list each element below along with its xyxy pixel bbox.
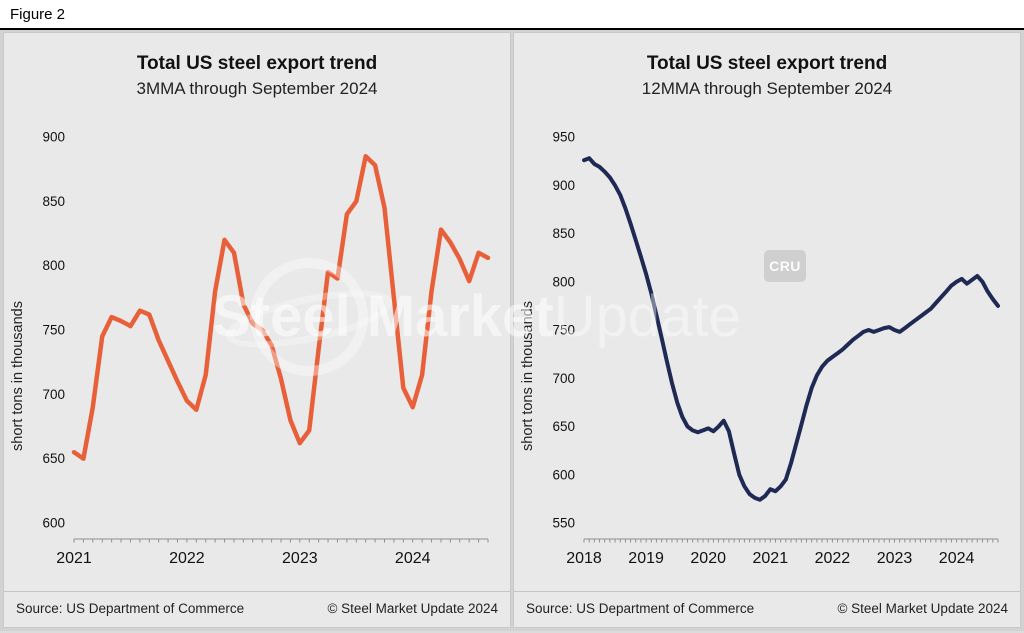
svg-text:750: 750 bbox=[42, 323, 65, 338]
panel-footer-12mma: Source: US Department of Commerce © Stee… bbox=[514, 591, 1020, 627]
svg-text:600: 600 bbox=[552, 467, 575, 482]
svg-text:2022: 2022 bbox=[169, 550, 205, 567]
chart-area-12mma: short tons in thousands 2018 2019 2020 2021… bbox=[514, 101, 1020, 591]
panel-12mma: Total US steel export trend 12MMA throug… bbox=[513, 32, 1021, 628]
svg-text:2020: 2020 bbox=[690, 550, 726, 567]
panel-3mma: Total US steel export trend 3MMA through… bbox=[3, 32, 511, 628]
chart-title-12mma: Total US steel export trend bbox=[646, 53, 888, 74]
line-chart-12mma: 2018 2019 2020 2021 2022 2023 2024 550 600 650 700… bbox=[552, 130, 1000, 567]
svg-text:600: 600 bbox=[42, 516, 65, 531]
line-chart-3mma: 2021 2022 2023 2024 600 650 700 750 800 850 900 bbox=[42, 130, 491, 567]
source-text: Source: US Department of Commerce bbox=[526, 601, 755, 616]
svg-text:2022: 2022 bbox=[815, 550, 851, 567]
copyright-text: © Steel Market Update 2024 bbox=[837, 601, 1008, 616]
svg-text:700: 700 bbox=[42, 387, 65, 402]
svg-text:2021: 2021 bbox=[753, 550, 789, 567]
svg-text:950: 950 bbox=[552, 130, 575, 145]
svg-text:550: 550 bbox=[552, 516, 575, 531]
svg-text:900: 900 bbox=[552, 178, 575, 193]
svg-text:2023: 2023 bbox=[877, 550, 913, 567]
y-axis-label-12mma: short tons in thousands bbox=[520, 301, 536, 451]
panel-footer-3mma: Source: US Department of Commerce © Stee… bbox=[4, 591, 510, 627]
copyright-text: © Steel Market Update 2024 bbox=[327, 601, 498, 616]
chart-title-3mma: Total US steel export trend bbox=[136, 53, 378, 74]
svg-text:650: 650 bbox=[42, 451, 65, 466]
svg-text:2024: 2024 bbox=[395, 550, 431, 567]
chart-area-3mma: short tons in thousands 2021 2022 2023 2024… bbox=[4, 101, 510, 591]
svg-text:900: 900 bbox=[42, 130, 65, 145]
svg-text:2018: 2018 bbox=[566, 550, 602, 567]
chart-subtitle-3mma: 3MMA through September 2024 bbox=[136, 79, 378, 98]
svg-text:2023: 2023 bbox=[282, 550, 318, 567]
svg-text:650: 650 bbox=[552, 419, 575, 434]
svg-text:850: 850 bbox=[552, 226, 575, 241]
svg-text:2019: 2019 bbox=[628, 550, 664, 567]
svg-text:700: 700 bbox=[552, 371, 575, 386]
figure-label: Figure 2 bbox=[10, 5, 66, 23]
source-text: Source: US Department of Commerce bbox=[16, 601, 245, 616]
chart-subtitle-12mma: 12MMA through September 2024 bbox=[641, 79, 893, 98]
chart-panels: Total US steel export trend 3MMA through… bbox=[0, 30, 1024, 631]
svg-text:800: 800 bbox=[42, 258, 65, 273]
figure-header: Figure 2 bbox=[0, 0, 1024, 30]
svg-text:2024: 2024 bbox=[939, 550, 975, 567]
svg-text:750: 750 bbox=[552, 323, 575, 338]
svg-text:2021: 2021 bbox=[56, 550, 92, 567]
y-axis-label-3mma: short tons in thousands bbox=[10, 301, 26, 451]
svg-text:800: 800 bbox=[552, 274, 575, 289]
svg-text:850: 850 bbox=[42, 194, 65, 209]
